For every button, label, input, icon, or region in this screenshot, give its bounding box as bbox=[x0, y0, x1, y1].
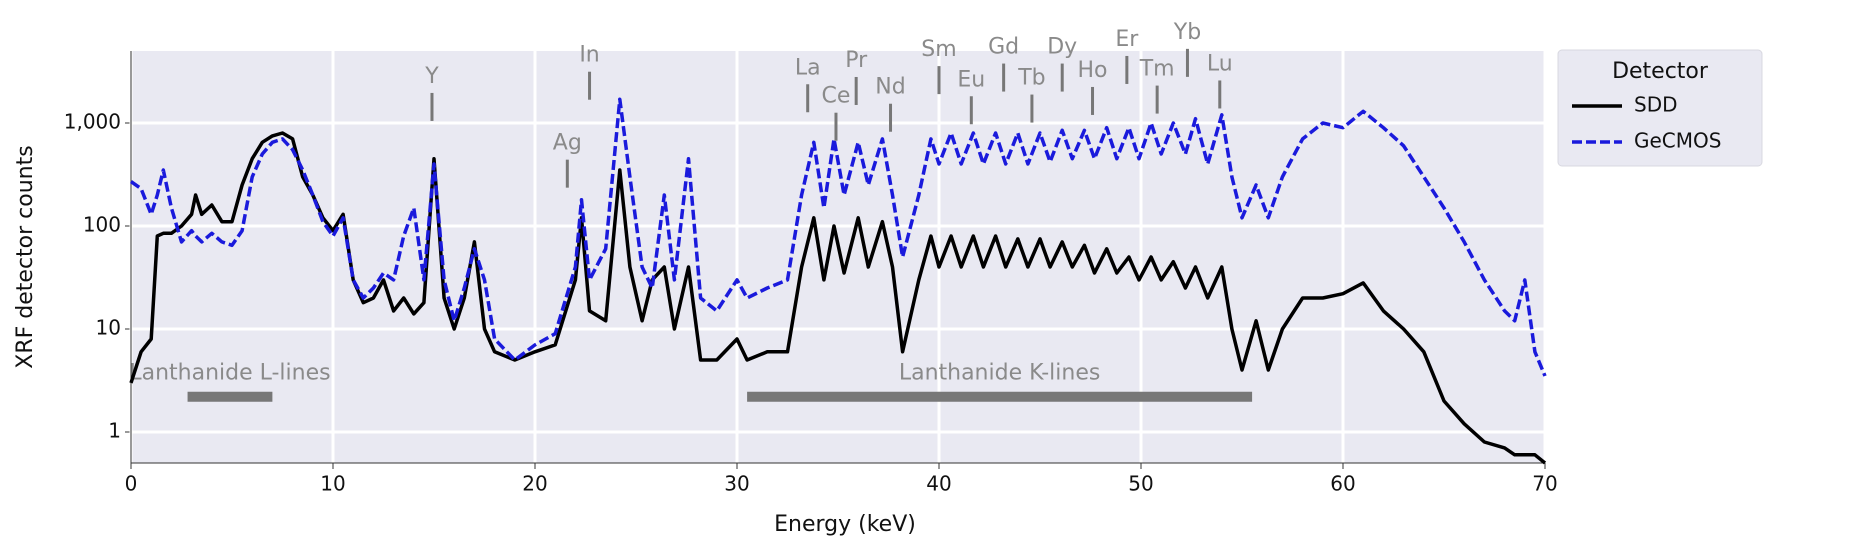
y-tick-label: 100 bbox=[83, 212, 121, 236]
annotation: In bbox=[579, 43, 599, 68]
annotation: Lu bbox=[1207, 51, 1233, 76]
annotation: Ce bbox=[822, 84, 851, 109]
x-tick-label: 30 bbox=[724, 472, 749, 496]
y-tick-label: 1 bbox=[108, 418, 121, 442]
annotation: Eu bbox=[957, 67, 985, 92]
legend-label: SDD bbox=[1634, 93, 1678, 117]
y-axis-label: XRF detector counts bbox=[13, 145, 38, 368]
annotation: Ho bbox=[1078, 58, 1108, 83]
legend-label: GeCMOS bbox=[1634, 129, 1721, 153]
annotation: Er bbox=[1115, 27, 1139, 52]
x-tick-label: 0 bbox=[125, 472, 138, 496]
annotation: Pr bbox=[845, 48, 868, 73]
range-label: Lanthanide L-lines bbox=[129, 360, 330, 385]
x-tick-label: 10 bbox=[320, 472, 345, 496]
x-tick-label: 40 bbox=[926, 472, 951, 496]
series-line bbox=[129, 97, 1547, 377]
x-axis-label: Energy (keV) bbox=[774, 512, 916, 537]
annotation: Y bbox=[424, 64, 439, 89]
annotation: Yb bbox=[1173, 20, 1201, 45]
x-tick-label: 20 bbox=[522, 472, 547, 496]
x-tick-label: 50 bbox=[1128, 472, 1153, 496]
x-tick-label: 70 bbox=[1532, 472, 1557, 496]
annotation: La bbox=[795, 55, 821, 80]
y-tick-label: 10 bbox=[96, 315, 121, 339]
legend-title: Detector bbox=[1612, 59, 1709, 84]
annotation: Tb bbox=[1017, 66, 1045, 91]
annotation: Gd bbox=[988, 35, 1019, 60]
range-label: Lanthanide K-lines bbox=[899, 360, 1101, 385]
legend-box bbox=[1557, 49, 1763, 167]
annotation: Tm bbox=[1139, 57, 1175, 82]
y-tick-label: 1,000 bbox=[64, 109, 121, 133]
x-tick-label: 60 bbox=[1330, 472, 1355, 496]
annotation: Ag bbox=[553, 131, 582, 156]
annotation: Sm bbox=[921, 37, 956, 62]
annotation: Nd bbox=[875, 75, 905, 100]
annotation: Dy bbox=[1047, 35, 1077, 60]
